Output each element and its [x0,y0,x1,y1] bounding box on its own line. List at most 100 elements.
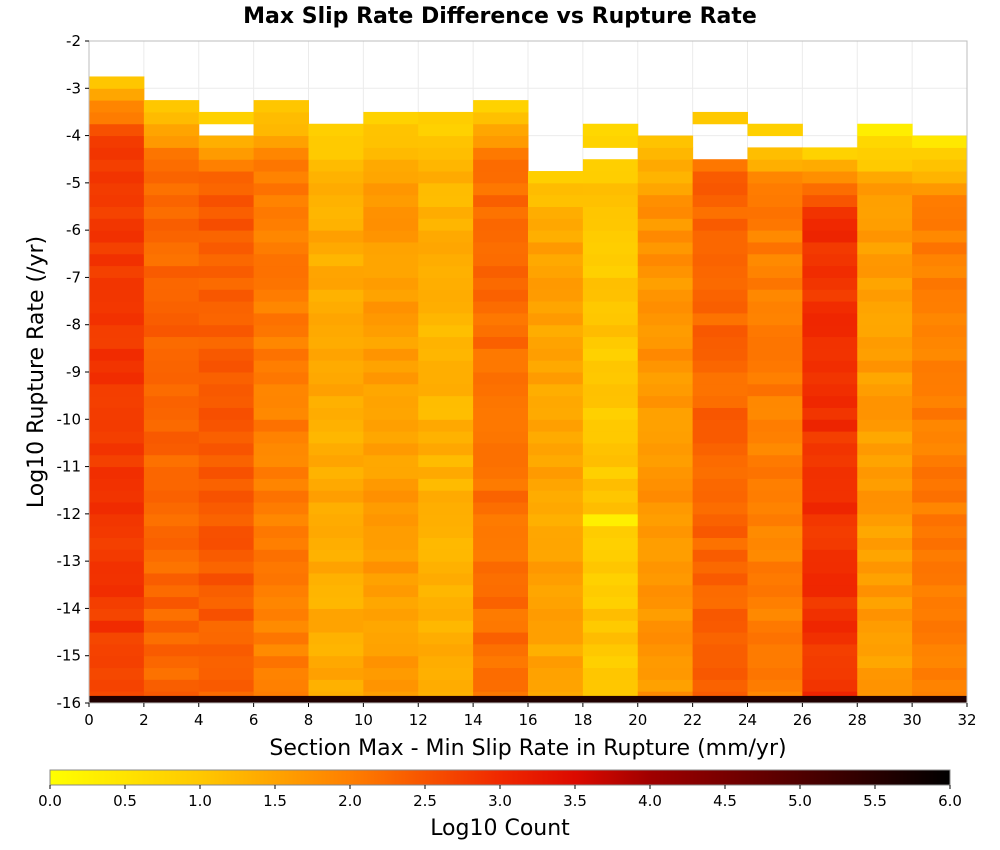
heatmap-cell [912,478,968,491]
heatmap-cell [637,360,694,373]
heatmap-cell [692,301,748,314]
heatmap-cell [89,383,145,397]
heatmap-cell [418,596,474,609]
heatmap-cell [528,312,584,326]
heatmap-cell [637,478,694,491]
heatmap-cell [473,336,529,349]
heatmap-cell [747,206,803,219]
heatmap-cell [528,431,584,444]
chart-title: Max Slip Rate Difference vs Rupture Rate [243,4,757,29]
heatmap-cell [473,572,529,586]
heatmap-cell [912,336,968,349]
heatmap-cell [747,454,803,468]
heatmap-cell [418,407,474,420]
heatmap-cell [253,655,309,669]
heatmap-cell [857,182,913,196]
heatmap-cell [308,372,364,385]
heatmap-cell [528,561,584,574]
heatmap-cell [143,372,200,385]
heatmap-cell [582,407,639,420]
heatmap-cell [637,513,694,527]
heatmap-cell [912,655,968,669]
heatmap-cell [198,620,255,633]
heatmap-cell [528,171,584,184]
heatmap-cell [857,324,913,338]
heatmap-cell [363,218,419,231]
heatmap-cell [582,372,639,385]
heatmap-cell [582,572,639,586]
heatmap-cell [582,312,639,326]
heatmap-cell [308,537,364,550]
heatmap-cell [582,655,639,669]
heatmap-cell [418,324,474,338]
heatmap-cell [857,513,913,527]
heatmap-cell [637,525,694,538]
heatmap-cell [857,135,913,148]
heatmap-cell [418,572,474,586]
heatmap-cell [528,265,584,278]
heatmap-cell [418,442,474,456]
heatmap-cell [912,372,968,385]
heatmap-cell [308,147,364,160]
heatmap-cell [418,395,474,408]
heatmap-cell [582,336,639,349]
heatmap-cell [637,348,694,361]
heatmap-cell [473,478,529,491]
heatmap-cell [473,395,529,408]
heatmap-cell [528,230,584,243]
heatmap-cell [857,265,913,278]
heatmap-cell [308,643,364,657]
heatmap-cell [637,549,694,562]
heatmap-cell [253,253,309,267]
heatmap-cell [637,182,694,196]
heatmap-cell [253,667,309,680]
heatmap-cell [198,336,255,349]
heatmap-cell [198,442,255,456]
heatmap-cell [143,324,200,338]
heatmap-cell [912,466,968,479]
heatmap-cell [89,76,145,89]
heatmap-cell [582,431,639,444]
x-tick-label: 14 [464,711,483,729]
heatmap-cell [89,312,145,326]
heatmap-cell [692,182,748,196]
heatmap-cell [418,135,474,148]
heatmap-cell [802,324,858,338]
heatmap-cell [802,679,858,692]
heatmap-cell [89,100,145,113]
heatmap-cell [802,147,858,160]
heatmap-cell [308,395,364,408]
heatmap-cell [308,171,364,184]
heatmap-cell [637,135,694,148]
heatmap-cell [143,419,200,432]
heatmap-cell [912,289,968,302]
heatmap-cell [857,194,913,207]
heatmap-cell [198,206,255,219]
heatmap-cell [802,502,858,515]
heatmap-cell [912,182,968,196]
heatmap-cell [418,643,474,657]
heatmap-cell [582,478,639,491]
heatmap-cell [308,301,364,314]
heatmap-cell [89,182,145,196]
heatmap-cell [363,360,419,373]
heatmap-cell [143,608,200,621]
heatmap-cell [637,608,694,621]
heatmap-cell [692,395,748,408]
heatmap-cell [363,159,419,172]
heatmap-cell [912,490,968,503]
heatmap-cell [473,667,529,680]
heatmap-cell [747,265,803,278]
heatmap-cell [418,277,474,290]
y-axis-ticks: -2 -3 -4 -5 -6 -7 -8 -9 -10 -11 -12 -13 -14 -15 -16 [57,32,89,712]
heatmap-cell [912,431,968,444]
heatmap-cell [198,679,255,692]
heatmap-cell [253,643,309,657]
heatmap-cell [89,218,145,231]
heatmap-cell [747,490,803,503]
heatmap-cell [89,194,145,207]
heatmap-cell [308,194,364,207]
heatmap-cell [198,135,255,148]
heatmap-cell [692,608,748,621]
heatmap-cell [912,383,968,397]
